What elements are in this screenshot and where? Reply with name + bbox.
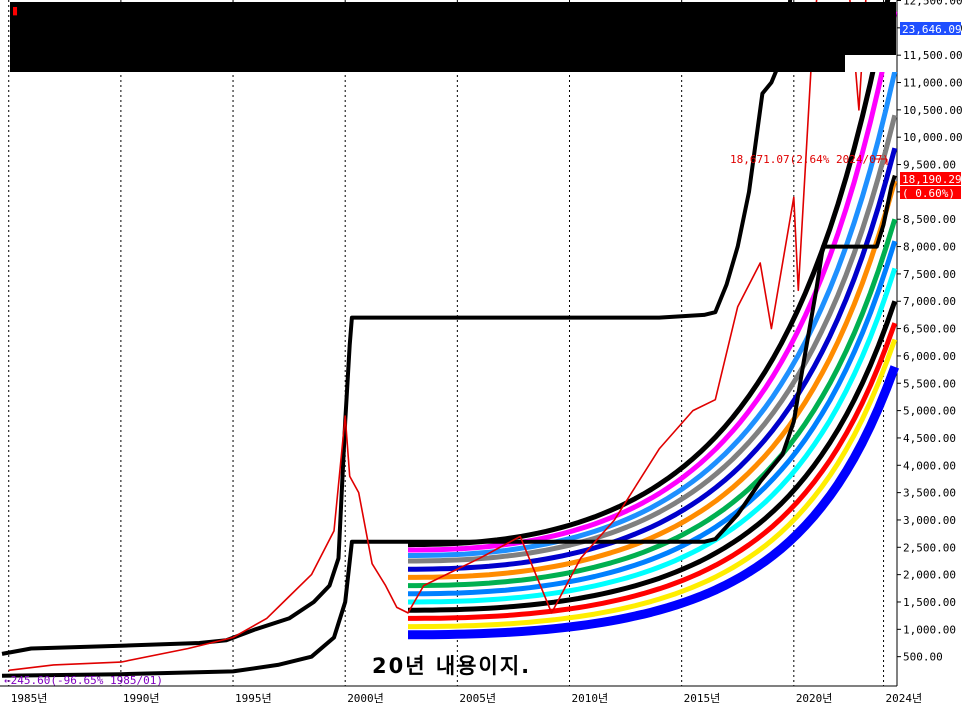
y-tick-label: 4,000.00 xyxy=(903,459,956,472)
x-tick-label: 1985년 xyxy=(11,692,48,705)
y-tick-label: 7,500.00 xyxy=(903,268,956,281)
y-tick-label: 7,000.00 xyxy=(903,295,956,308)
current-value-box-1 xyxy=(900,172,961,185)
ma-band-9 xyxy=(408,114,898,564)
x-tick-label: 1990년 xyxy=(123,692,160,705)
y-tick-label: 500.00 xyxy=(903,651,943,664)
current-value-text-2: ( 0.60%) xyxy=(902,187,955,200)
title-text: 나스닥 종 xyxy=(18,4,63,17)
ma-band-4 xyxy=(408,267,898,605)
annotations: 18,671.07(2.64% 2024/07) ←245.60(-96.65% … xyxy=(4,153,889,687)
current-value-text-1: 18,190.29 xyxy=(902,173,962,186)
y-axis: 500.00 1,000.00 1,500.00 2,000.00 2,500.00 3,… xyxy=(897,0,963,664)
y-tick-label: 10,500.00 xyxy=(903,104,963,117)
x-tick-label: 2020년 xyxy=(796,692,833,705)
redacted-gap xyxy=(845,55,896,72)
ma-band-10 xyxy=(408,71,898,558)
y-tick-label: 8,500.00 xyxy=(903,213,956,226)
x-tick-label: 2000년 xyxy=(347,692,384,705)
overlay-annotation-text: 20년 내용이지. xyxy=(372,654,532,678)
current-value-text-0: 23,646.09 xyxy=(902,23,962,36)
y-tick-label: 1,500.00 xyxy=(903,596,956,609)
y-tick-label: 9,500.00 xyxy=(903,159,956,172)
y-tick-label: 10,000.00 xyxy=(903,131,963,144)
y-tick-label: 11,500.00 xyxy=(903,49,963,62)
y-tick-label: 1,000.00 xyxy=(903,623,956,636)
ma-band-3 xyxy=(408,300,898,613)
x-tick-label: 2005년 xyxy=(459,692,496,705)
redacted-block xyxy=(10,2,896,72)
envelope-lines xyxy=(1,0,897,678)
x-tick-label: 2010년 xyxy=(572,692,609,705)
y-tick-label: 2,000.00 xyxy=(903,569,956,582)
chart-title: ▮나스닥 종 xyxy=(12,2,62,18)
ma-band-2 xyxy=(408,322,898,621)
x-tick-label: 2015년 xyxy=(684,692,721,705)
x-tick-label: 1995년 xyxy=(235,692,272,705)
y-tick-label: 5,000.00 xyxy=(903,405,956,418)
price-line xyxy=(8,0,867,672)
y-tick-label: 3,000.00 xyxy=(903,514,956,527)
y-tick-label: 6,500.00 xyxy=(903,323,956,336)
price-series xyxy=(8,0,867,672)
y-tick-label: 2,500.00 xyxy=(903,541,956,554)
y-tick-label: 6,000.00 xyxy=(903,350,956,363)
ma-band-7 xyxy=(408,180,898,580)
x-axis: 1985년 1990년 1995년 2000년 2005년 2010년 2015년 2020년… xyxy=(11,692,922,705)
title-marker: ▮ xyxy=(12,4,19,17)
y-tick-label: 11,000.00 xyxy=(903,77,963,90)
moving-average-bands xyxy=(407,0,900,640)
lower-envelope-line xyxy=(1,174,897,678)
y-tick-label: 8,000.00 xyxy=(903,241,956,254)
y-tick-label: 12,500.00 xyxy=(903,0,963,8)
ma-band-5 xyxy=(408,240,898,597)
ma-band-6 xyxy=(408,218,898,589)
low-annotation: ←245.60(-96.65% 1985/01) xyxy=(4,674,163,687)
ma-band-8 xyxy=(408,147,898,572)
y-tick-label: 4,500.00 xyxy=(903,432,956,445)
y-tick-label: 5,500.00 xyxy=(903,377,956,390)
current-value-box-2 xyxy=(900,186,961,199)
upper-envelope-line xyxy=(1,0,793,656)
ma-band-1 xyxy=(408,338,898,630)
y-tick-label: 3,500.00 xyxy=(903,487,956,500)
x-tick-label: 2024년 xyxy=(886,692,923,705)
current-value-box-0 xyxy=(900,22,961,35)
ma-band-0 xyxy=(408,365,900,640)
peak-annotation: 18,671.07(2.64% 2024/07) xyxy=(730,153,889,166)
